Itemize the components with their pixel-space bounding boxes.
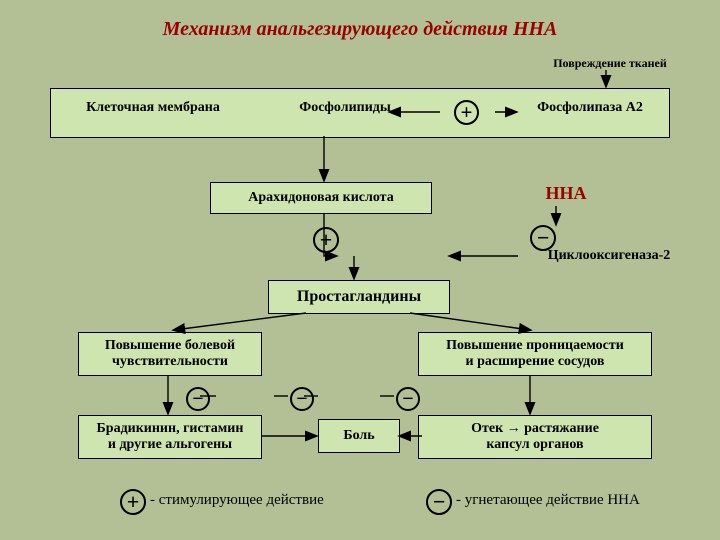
txt-nna: ННА — [536, 183, 596, 204]
symbol-minus_c: − — [396, 387, 420, 411]
box-pain: Боль — [318, 419, 400, 453]
symbol-minus_mid: − — [530, 225, 556, 251]
symbol-minus_b: − — [290, 387, 314, 411]
symbol-plus_top: + — [454, 100, 479, 125]
symbol-minus_leg: − — [426, 489, 452, 515]
txt-damage: Повреждение тканей — [530, 56, 690, 71]
box-sens: Повышение болевой чувствительности — [78, 332, 262, 376]
title: Механизм анальгезирующего действия ННА — [0, 18, 720, 41]
legend-minus-text: - угнетающее действие ННА — [456, 492, 716, 509]
txt-phosphase: Фосфолипаза А2 — [520, 100, 660, 116]
txt-cox2: Циклооксигеназа-2 — [524, 248, 694, 264]
box-prost: Простагландины — [268, 280, 450, 314]
legend-plus-text: - стимулирующее действие — [150, 492, 400, 509]
symbol-plus_leg: + — [120, 489, 146, 515]
box-algo: Брадикинин, гистамин и другие альгогены — [78, 415, 262, 459]
txt-phosph: Фосфолипиды — [285, 100, 405, 116]
symbol-minus_a: − — [186, 387, 210, 411]
box-arach: Арахидоновая кислота — [210, 182, 432, 214]
diagram-stage: { "canvas": { "w": 720, "h": 540, "backg… — [0, 0, 720, 540]
symbol-plus_mid: + — [313, 227, 339, 253]
txt-membrane: Клеточная мембрана — [68, 100, 238, 116]
arrows-layer — [0, 0, 720, 540]
box-perm: Повышение проницаемости и расширение сос… — [418, 332, 652, 376]
box-edema: Отек → растяжание капсул органов — [418, 415, 652, 459]
